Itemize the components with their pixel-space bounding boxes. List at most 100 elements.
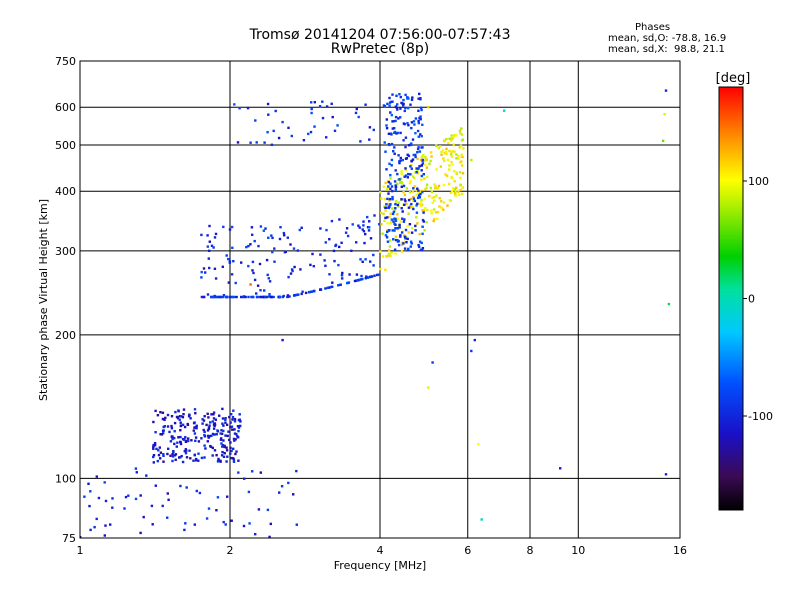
data-point xyxy=(166,516,169,519)
data-point xyxy=(395,132,398,135)
data-point xyxy=(388,204,392,207)
data-point xyxy=(229,441,232,444)
data-point xyxy=(205,423,208,427)
data-point xyxy=(394,169,397,172)
data-point xyxy=(210,244,214,247)
data-point xyxy=(164,416,167,420)
data-point xyxy=(402,242,405,245)
data-point xyxy=(440,200,443,203)
data-point xyxy=(388,245,392,248)
data-point xyxy=(404,174,408,177)
data-point xyxy=(89,490,92,493)
data-point xyxy=(407,144,411,147)
data-point xyxy=(213,449,217,452)
data-point xyxy=(170,415,174,418)
x-tick-label: 2 xyxy=(227,544,234,557)
data-point xyxy=(394,105,397,108)
data-point xyxy=(409,179,412,183)
data-point xyxy=(394,200,398,203)
data-point xyxy=(410,163,413,167)
data-point xyxy=(388,205,391,208)
data-point xyxy=(380,197,383,200)
data-point xyxy=(251,470,254,473)
data-point xyxy=(453,188,456,191)
y-axis-ticks: 75 100 200 300 400 500 600 750 xyxy=(55,55,76,545)
data-point xyxy=(194,412,197,415)
data-point xyxy=(326,286,329,290)
data-point xyxy=(406,176,409,179)
data-point xyxy=(328,286,332,289)
data-point xyxy=(396,172,399,176)
data-point xyxy=(221,265,224,268)
data-point xyxy=(267,277,270,280)
data-point xyxy=(223,452,226,455)
data-point xyxy=(318,105,322,108)
data-point xyxy=(157,449,160,452)
data-point xyxy=(454,194,457,197)
data-point xyxy=(414,229,417,232)
data-point xyxy=(228,261,231,264)
data-point xyxy=(273,247,276,250)
data-point xyxy=(406,249,410,252)
data-point xyxy=(321,116,325,120)
data-point xyxy=(357,279,360,282)
data-point xyxy=(410,202,413,206)
data-point xyxy=(162,460,165,463)
data-point xyxy=(97,496,101,500)
data-point xyxy=(270,295,273,299)
data-point xyxy=(385,255,388,258)
data-point xyxy=(420,204,423,207)
data-point xyxy=(222,520,225,524)
data-point xyxy=(428,194,431,198)
data-point xyxy=(451,163,454,166)
data-point xyxy=(447,141,450,145)
data-point xyxy=(406,122,409,125)
colorbar-tick-label: -100 xyxy=(748,410,773,423)
data-point xyxy=(179,424,183,428)
data-point xyxy=(167,498,170,501)
data-point xyxy=(452,186,455,190)
data-point xyxy=(389,187,392,191)
data-point xyxy=(455,157,458,160)
data-point xyxy=(213,267,217,270)
data-point xyxy=(219,460,222,463)
data-point xyxy=(261,295,264,299)
data-point xyxy=(402,139,405,142)
data-point xyxy=(417,167,420,170)
data-point xyxy=(286,294,290,297)
data-point xyxy=(426,208,429,212)
data-point xyxy=(420,169,423,172)
data-point xyxy=(461,186,464,189)
data-point xyxy=(183,528,186,532)
data-point xyxy=(162,432,165,435)
data-point xyxy=(417,109,420,112)
data-point xyxy=(422,211,425,214)
data-point xyxy=(180,454,183,458)
data-point xyxy=(127,494,130,497)
data-point xyxy=(419,133,422,136)
data-point xyxy=(296,249,299,252)
data-point xyxy=(178,456,181,459)
data-point xyxy=(379,267,382,271)
data-point xyxy=(406,106,410,110)
data-point xyxy=(157,453,161,457)
data-point xyxy=(386,229,389,232)
data-point xyxy=(358,226,361,229)
data-point xyxy=(386,187,389,190)
data-point xyxy=(357,224,360,227)
data-point xyxy=(207,426,211,429)
data-point xyxy=(124,495,128,499)
data-point xyxy=(402,220,406,223)
data-point xyxy=(160,433,164,436)
data-point xyxy=(221,422,224,425)
data-point xyxy=(419,106,423,109)
data-point xyxy=(433,199,436,202)
data-point xyxy=(265,295,268,299)
data-point xyxy=(166,452,169,456)
data-point xyxy=(153,442,157,445)
data-point xyxy=(330,285,333,289)
data-point xyxy=(277,136,281,140)
data-point xyxy=(396,108,399,111)
data-point xyxy=(396,203,400,207)
